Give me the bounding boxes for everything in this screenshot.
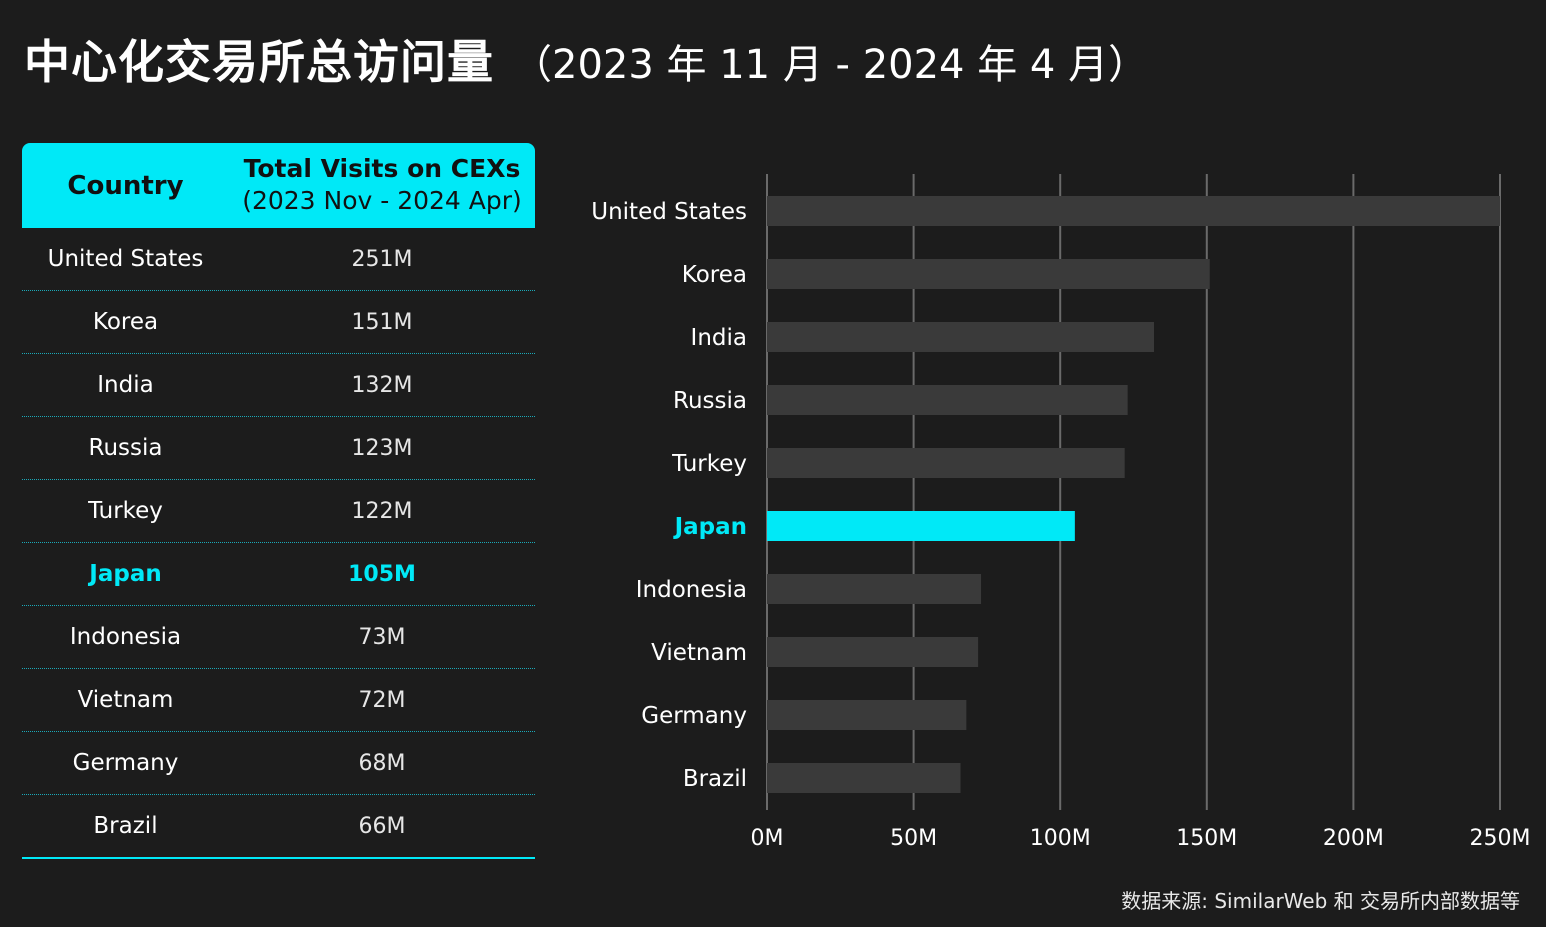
table-row: Germany 68M (22, 732, 535, 795)
category-label: Korea (682, 262, 747, 288)
category-label: Turkey (671, 451, 747, 477)
page-title: 中心化交易所总访问量 （2023 年 11 月 - 2024 年 4 月） (24, 26, 1148, 92)
table-row: Russia 123M (22, 417, 535, 480)
category-label: Japan (673, 514, 747, 540)
row-visits: 73M (358, 624, 406, 650)
header-visits-title: Total Visits on CEXs (243, 154, 521, 183)
table-header: Country Total Visits on CEXs (2023 Nov -… (22, 143, 535, 228)
bar (767, 574, 982, 604)
x-tick-label: 50M (890, 826, 937, 851)
header-country: Country (67, 170, 184, 201)
row-visits: 122M (351, 498, 413, 524)
row-visits: 151M (351, 309, 413, 335)
row-country: United States (47, 246, 204, 272)
source-note: 数据来源: SimilarWeb 和 交易所内部数据等 (1121, 889, 1520, 913)
table-row: United States 251M (22, 228, 535, 291)
x-tick-label: 100M (1030, 826, 1091, 851)
row-country: Brazil (93, 813, 158, 839)
header-visits-period: (2023 Nov - 2024 Apr) (242, 186, 522, 215)
bar (767, 637, 979, 667)
row-visits: 251M (351, 246, 413, 272)
x-tick-label: 0M (751, 826, 784, 851)
bar (767, 322, 1155, 352)
category-label: United States (591, 199, 747, 225)
category-label: Vietnam (651, 640, 747, 666)
row-country: Indonesia (69, 624, 182, 650)
row-country: India (97, 372, 154, 398)
title-main: 中心化交易所总访问量 (24, 35, 494, 89)
row-visits: 68M (358, 750, 406, 776)
row-country: Turkey (88, 498, 163, 524)
table-row: Japan 105M (22, 543, 535, 606)
table-row: India 132M (22, 354, 535, 417)
bar (767, 700, 967, 730)
bar (767, 511, 1075, 541)
bar (767, 763, 961, 793)
row-visits: 66M (358, 813, 406, 839)
row-visits: 123M (351, 435, 413, 461)
table-row: Vietnam 72M (22, 669, 535, 732)
bar (767, 259, 1210, 289)
category-label: Germany (641, 703, 747, 729)
row-visits: 132M (351, 372, 413, 398)
table-row: Indonesia 73M (22, 606, 535, 669)
x-tick-label: 200M (1323, 826, 1384, 851)
bar (767, 385, 1128, 415)
row-country: Korea (92, 309, 159, 335)
row-visits: 105M (348, 561, 416, 587)
table-row: Korea 151M (22, 291, 535, 354)
table-row: Brazil 66M (22, 795, 535, 859)
title-period: （2023 年 11 月 - 2024 年 4 月） (512, 42, 1149, 88)
header-visits: Total Visits on CEXs (2023 Nov - 2024 Ap… (229, 153, 535, 217)
bar (767, 196, 1500, 226)
category-label: Russia (673, 388, 747, 414)
row-visits: 72M (358, 687, 406, 713)
category-label: Indonesia (636, 577, 747, 603)
row-country: Japan (89, 561, 162, 587)
bar (767, 448, 1125, 478)
category-label: Brazil (683, 766, 747, 792)
row-country: Germany (72, 750, 179, 776)
bar-chart: 0M 50M 100M 150M 200M 250M United States Korea I… (591, 174, 1531, 851)
row-country: Vietnam (77, 687, 174, 713)
table-body: United States 251M Korea 151M India 132M Russi… (22, 228, 535, 859)
x-tick-label: 150M (1176, 826, 1237, 851)
category-label: India (691, 325, 747, 351)
row-country: Russia (88, 435, 163, 461)
x-tick-label: 250M (1470, 826, 1531, 851)
table-row: Turkey 122M (22, 480, 535, 543)
visits-table: Country Total Visits on CEXs (2023 Nov -… (22, 143, 535, 859)
